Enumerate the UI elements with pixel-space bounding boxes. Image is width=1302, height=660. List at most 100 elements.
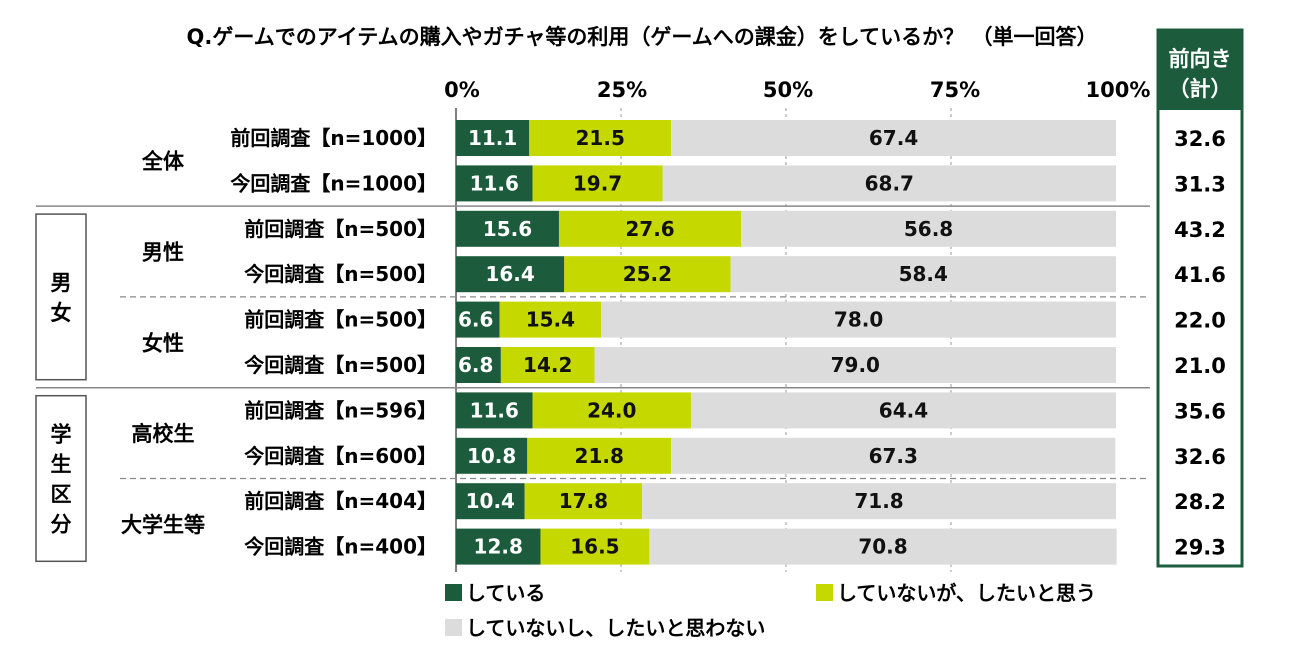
data-label: 14.2 <box>523 353 572 377</box>
row-label: 今回調査【n=400】 <box>244 535 437 559</box>
bar-segment-doing <box>456 210 559 247</box>
bar-segment-doing <box>456 437 528 474</box>
group-label: 男性 <box>142 241 184 265</box>
bar-segment-no <box>642 483 1116 520</box>
outer-group-box <box>35 394 87 563</box>
row-label: 今回調査【n=500】 <box>244 262 437 286</box>
legend-swatch-no <box>445 619 462 636</box>
data-label: 27.6 <box>625 217 674 241</box>
data-label: 11.1 <box>468 126 517 150</box>
bar-segment-no <box>741 210 1116 247</box>
row-label: 今回調査【n=1000】 <box>230 171 437 195</box>
bar-segment-no <box>671 437 1116 474</box>
row-label: 前回調査【n=500】 <box>244 308 437 332</box>
legend-swatch-doing <box>445 584 462 601</box>
group-label: 女性 <box>142 331 184 355</box>
data-label: 67.3 <box>869 444 918 468</box>
row-label: 前回調査【n=500】 <box>244 217 437 241</box>
group-label: 全体 <box>141 150 185 174</box>
x-tick-label: 75% <box>930 78 980 102</box>
summary-total: 35.6 <box>1174 399 1226 423</box>
summary-total: 41.6 <box>1174 263 1226 287</box>
row-label: 前回調査【n=1000】 <box>230 126 437 150</box>
outer-group-box <box>35 213 87 381</box>
summary-total: 21.0 <box>1174 354 1226 378</box>
bar-segment-doing <box>456 301 500 338</box>
bar-segment-want <box>558 210 742 247</box>
data-label: 21.5 <box>576 126 625 150</box>
bar-segment-want <box>529 120 672 156</box>
data-label: 78.0 <box>834 308 883 332</box>
x-tick-label: 100% <box>1086 78 1151 102</box>
data-label: 10.8 <box>467 444 516 468</box>
data-label: 68.7 <box>865 171 914 195</box>
data-label: 70.8 <box>858 535 907 559</box>
bar-segment-no <box>671 120 1116 156</box>
bar-segment-no <box>730 256 1116 293</box>
data-label: 12.8 <box>474 535 523 559</box>
data-label: 71.8 <box>854 489 903 513</box>
group-label: 高校生 <box>132 422 195 446</box>
legend-label: していないし、したいと思わない <box>466 616 765 640</box>
bar-segment-doing <box>456 347 501 383</box>
legend-label: している <box>466 581 545 605</box>
data-label: 56.8 <box>904 217 953 241</box>
bar-segment-want <box>532 165 663 202</box>
outer-group-label-char: 分 <box>51 513 72 537</box>
data-label: 16.5 <box>570 535 619 559</box>
bar-segment-want <box>564 256 731 293</box>
bar-segment-want <box>527 437 672 474</box>
data-label: 11.6 <box>470 171 519 195</box>
data-label: 21.8 <box>575 444 624 468</box>
data-label: 79.0 <box>831 353 880 377</box>
data-label: 10.4 <box>466 489 515 513</box>
bar-segment-want <box>532 392 691 429</box>
data-label: 15.6 <box>483 217 532 241</box>
data-label: 15.4 <box>526 308 575 332</box>
bar-segment-doing <box>456 256 565 293</box>
summary-total: 43.2 <box>1174 218 1226 242</box>
data-label: 24.0 <box>587 398 636 422</box>
bar-segment-want <box>540 528 650 565</box>
data-label: 6.8 <box>458 353 493 377</box>
summary-total: 29.3 <box>1174 536 1226 560</box>
summary-header-line2: （計） <box>1169 77 1232 101</box>
bar-segment-want <box>500 347 595 383</box>
bar-segment-doing <box>456 120 530 156</box>
bar-segment-no <box>662 165 1116 202</box>
data-label: 17.8 <box>559 489 608 513</box>
legend-swatch-want <box>816 584 833 601</box>
legend-label: していないが、したいと思う <box>837 581 1096 605</box>
summary-total: 22.0 <box>1174 309 1226 333</box>
summary-column-border <box>1156 28 1244 568</box>
bar-segment-want <box>524 483 643 520</box>
row-label: 今回調査【n=500】 <box>244 353 437 377</box>
bar-segment-doing <box>456 392 533 429</box>
bar-segment-want <box>499 301 602 338</box>
bar-segment-no <box>690 392 1116 429</box>
data-label: 58.4 <box>899 262 948 286</box>
bar-segment-doing <box>456 483 525 520</box>
data-label: 11.6 <box>470 398 519 422</box>
summary-total: 31.3 <box>1174 172 1226 196</box>
summary-total: 32.6 <box>1174 127 1226 151</box>
row-label: 今回調査【n=600】 <box>244 444 437 468</box>
outer-group-label-char: 生 <box>51 453 72 477</box>
row-label: 前回調査【n=596】 <box>244 398 437 422</box>
summary-total: 28.2 <box>1174 490 1226 514</box>
outer-group-label-char: 女 <box>51 301 72 325</box>
data-label: 64.4 <box>879 398 928 422</box>
bar-segment-no <box>594 347 1116 383</box>
summary-header-bg <box>1158 30 1242 110</box>
summary-header-line1: 前向き <box>1169 47 1232 71</box>
bar-segment-no <box>601 301 1116 338</box>
outer-group-label-char: 学 <box>51 423 72 447</box>
outer-group-label-char: 区 <box>51 483 72 507</box>
x-tick-label: 25% <box>597 78 647 102</box>
data-label: 19.7 <box>573 171 622 195</box>
bar-segment-doing <box>456 165 533 202</box>
x-tick-label: 0% <box>444 78 480 102</box>
data-label: 16.4 <box>485 262 534 286</box>
outer-group-label-char: 男 <box>51 271 72 295</box>
